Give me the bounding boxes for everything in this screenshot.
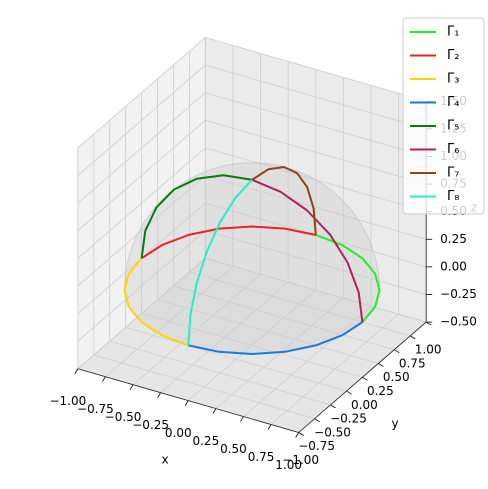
y-tick-label: −0.75 xyxy=(298,439,335,453)
x-tick-label: 0.00 xyxy=(165,426,192,440)
grid-line xyxy=(189,271,411,337)
legend-label: Γ₇ xyxy=(447,166,459,181)
tick-mark xyxy=(267,424,272,430)
curve xyxy=(251,178,364,323)
z-tick-label: −0.50 xyxy=(440,315,477,329)
tick-mark xyxy=(240,416,244,422)
y-tick-label: 0.00 xyxy=(351,398,378,412)
x-axis-label: x xyxy=(161,453,168,467)
grid-line xyxy=(77,230,206,342)
axis-line xyxy=(298,321,427,433)
curve xyxy=(123,257,189,347)
tick-mark xyxy=(314,418,320,423)
x-tick-label: −0.25 xyxy=(132,418,169,432)
z-tick-label: −0.25 xyxy=(440,287,477,301)
tick-mark xyxy=(330,404,336,409)
z-tick-label: 0.00 xyxy=(440,259,467,273)
y-tick-label: 0.25 xyxy=(367,384,394,398)
grid-line xyxy=(205,257,427,323)
x-tick-label: 0.75 xyxy=(248,450,275,464)
tick-mark xyxy=(362,376,368,381)
x-tick-label: 0.25 xyxy=(192,434,219,448)
grid-line xyxy=(77,147,206,259)
y-axis-label: y xyxy=(391,417,398,431)
grid-line xyxy=(77,120,206,232)
curve xyxy=(140,174,253,259)
curve xyxy=(315,234,381,323)
x-tick-label: −0.75 xyxy=(77,402,114,416)
y-tick-label: −1.00 xyxy=(282,453,319,467)
grid-line xyxy=(77,37,206,149)
grid-line xyxy=(77,175,206,287)
grid-line xyxy=(205,37,427,102)
x-tick-label: 0.50 xyxy=(220,442,247,456)
tick-mark xyxy=(184,400,189,406)
tick-mark xyxy=(378,363,384,367)
grid-line xyxy=(205,119,427,185)
grid-line xyxy=(205,230,427,295)
grid-line xyxy=(125,326,347,392)
axis-line xyxy=(77,368,299,433)
curve xyxy=(187,179,253,346)
legend-label: Γ₄ xyxy=(447,95,459,110)
tick-mark xyxy=(346,390,352,395)
legend-box xyxy=(402,17,485,215)
y-tick-label: −0.25 xyxy=(330,412,367,426)
curve xyxy=(141,225,317,260)
legend-label: Γ₆ xyxy=(447,142,459,157)
grid-line xyxy=(93,354,315,420)
grid-line xyxy=(173,285,395,351)
y-tick-label: 0.50 xyxy=(383,370,410,384)
tick-mark xyxy=(212,408,217,414)
y-tick-label: 0.75 xyxy=(399,356,426,370)
x-tick-label: −0.50 xyxy=(105,410,142,424)
tick-mark xyxy=(102,376,106,382)
grid-line xyxy=(109,340,331,406)
grid-line xyxy=(77,64,206,176)
curve xyxy=(251,166,317,236)
legend-label: Γ₁ xyxy=(447,25,459,40)
grid-line xyxy=(77,92,206,204)
legend-label: Γ₃ xyxy=(447,72,459,87)
x-tick-label: 1.00 xyxy=(275,458,302,472)
grid-line xyxy=(157,299,379,364)
grid-line xyxy=(205,175,427,240)
grid-line xyxy=(205,92,427,157)
tick-mark xyxy=(425,321,432,326)
grid-line xyxy=(77,258,206,370)
tick-mark xyxy=(295,432,300,438)
legend-label: Γ₂ xyxy=(447,48,459,63)
tick-mark xyxy=(129,384,134,390)
tick-mark xyxy=(410,335,416,340)
x-tick-label: −1.00 xyxy=(49,394,86,408)
grid-line xyxy=(205,64,427,130)
z-tick-label: 0.25 xyxy=(440,232,467,246)
legend-label: Γ₅ xyxy=(447,119,459,134)
grid-line xyxy=(141,313,363,378)
y-tick-label: −0.50 xyxy=(314,425,351,439)
legend-label: Γ₈ xyxy=(447,189,459,204)
curve xyxy=(188,321,363,355)
y-tick-label: 1.00 xyxy=(415,343,442,357)
tick-mark xyxy=(157,392,161,398)
tick-mark xyxy=(74,368,79,374)
tick-mark xyxy=(394,349,400,354)
legend: Γ₁ Γ₂ Γ₃ Γ₄ Γ₅ Γ₆ Γ₇ Γ₈ xyxy=(402,17,485,215)
tick-mark xyxy=(298,432,304,436)
